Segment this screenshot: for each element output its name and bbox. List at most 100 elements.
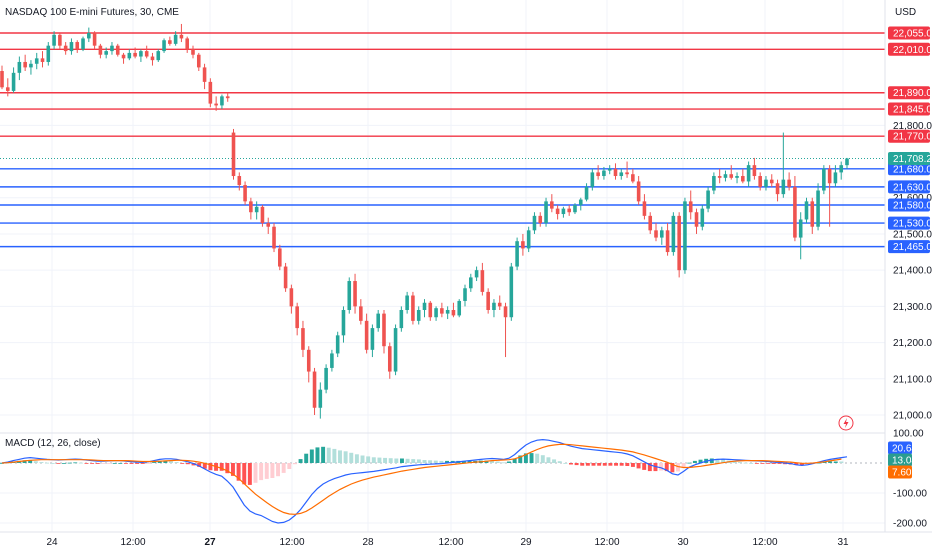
candle[interactable] [0,65,4,90]
candle[interactable] [422,299,427,318]
candle[interactable] [810,197,815,234]
candle[interactable] [752,157,757,180]
candle[interactable] [46,42,51,66]
candle[interactable] [29,60,33,75]
candle[interactable] [827,165,832,227]
candle[interactable] [237,172,242,191]
candle[interactable] [607,165,612,175]
candle[interactable] [376,309,380,332]
candle[interactable] [98,43,103,59]
candle[interactable] [700,204,705,231]
candle[interactable] [665,223,670,256]
candle[interactable] [550,194,554,213]
candle[interactable] [289,284,294,314]
candle[interactable] [578,197,583,211]
candle[interactable] [625,161,629,178]
candle[interactable] [40,51,45,68]
candle[interactable] [162,38,166,53]
candle[interactable] [208,78,213,108]
candle[interactable] [631,168,635,184]
candle[interactable] [503,302,508,358]
candle[interactable] [561,206,566,218]
candle[interactable] [87,27,91,43]
candle[interactable] [445,306,450,320]
candle[interactable] [521,233,525,256]
candle[interactable] [416,306,421,325]
candle[interactable] [168,36,172,46]
candle[interactable] [642,194,647,220]
candle[interactable] [492,299,496,318]
candle[interactable] [191,45,195,59]
candle[interactable] [225,92,230,102]
candle[interactable] [133,47,137,59]
candle[interactable] [712,172,716,195]
candle[interactable] [619,168,624,180]
candle[interactable] [793,176,797,242]
candle[interactable] [266,217,271,234]
candle[interactable] [324,364,328,394]
candle[interactable] [156,49,161,62]
candle[interactable] [306,346,311,383]
candle[interactable] [17,56,22,81]
candle[interactable] [127,49,132,61]
candle[interactable] [58,33,62,50]
candle[interactable] [480,262,485,296]
candle[interactable] [683,197,687,274]
candle[interactable] [613,163,618,180]
candle[interactable] [278,244,282,271]
candle[interactable] [677,212,681,278]
candle[interactable] [139,49,143,62]
candle[interactable] [393,324,398,376]
candle[interactable] [260,204,265,227]
candle[interactable] [312,367,317,415]
candle[interactable] [359,299,363,325]
candle[interactable] [92,31,97,50]
candle[interactable] [671,212,676,256]
candles[interactable] [0,23,849,419]
candle[interactable] [220,94,224,110]
candle[interactable] [573,203,577,215]
candle[interactable] [469,273,473,292]
candle[interactable] [347,277,352,314]
candle[interactable] [741,168,745,184]
candle[interactable] [839,161,844,180]
candle[interactable] [735,172,739,184]
candle[interactable] [335,331,340,358]
candle[interactable] [538,212,543,227]
candle[interactable] [515,237,519,271]
candle[interactable] [764,176,768,191]
candle[interactable] [746,161,751,187]
candle[interactable] [781,132,786,198]
candle[interactable] [11,67,16,93]
candle[interactable] [110,42,114,55]
candle[interactable] [775,179,780,202]
candle[interactable] [341,306,346,343]
macd-line[interactable] [1,438,848,524]
candle[interactable] [694,208,699,234]
candle[interactable] [382,309,386,354]
candle[interactable] [729,165,734,180]
flash-icon[interactable] [838,415,854,431]
candle[interactable] [254,201,259,220]
candle[interactable] [544,197,548,227]
candle[interactable] [509,262,514,321]
candle[interactable] [214,96,218,111]
candle[interactable] [584,183,589,202]
candle[interactable] [283,262,288,292]
candle[interactable] [590,168,595,191]
candle[interactable] [596,165,600,180]
candle[interactable] [474,266,479,282]
candle[interactable] [353,273,357,314]
candle[interactable] [330,349,334,372]
candle[interactable] [440,302,444,318]
candle[interactable] [411,291,415,325]
candle[interactable] [399,306,404,332]
candle[interactable] [63,42,68,55]
candle[interactable] [81,36,85,52]
candle[interactable] [144,45,149,59]
candle[interactable] [526,226,531,253]
time-axis[interactable]: 24 12:00 27 12:00 28 12:00 29 12:00 30 12:00 31 [46,537,849,548]
candle[interactable] [688,190,693,220]
macd-panel[interactable] [0,438,885,524]
